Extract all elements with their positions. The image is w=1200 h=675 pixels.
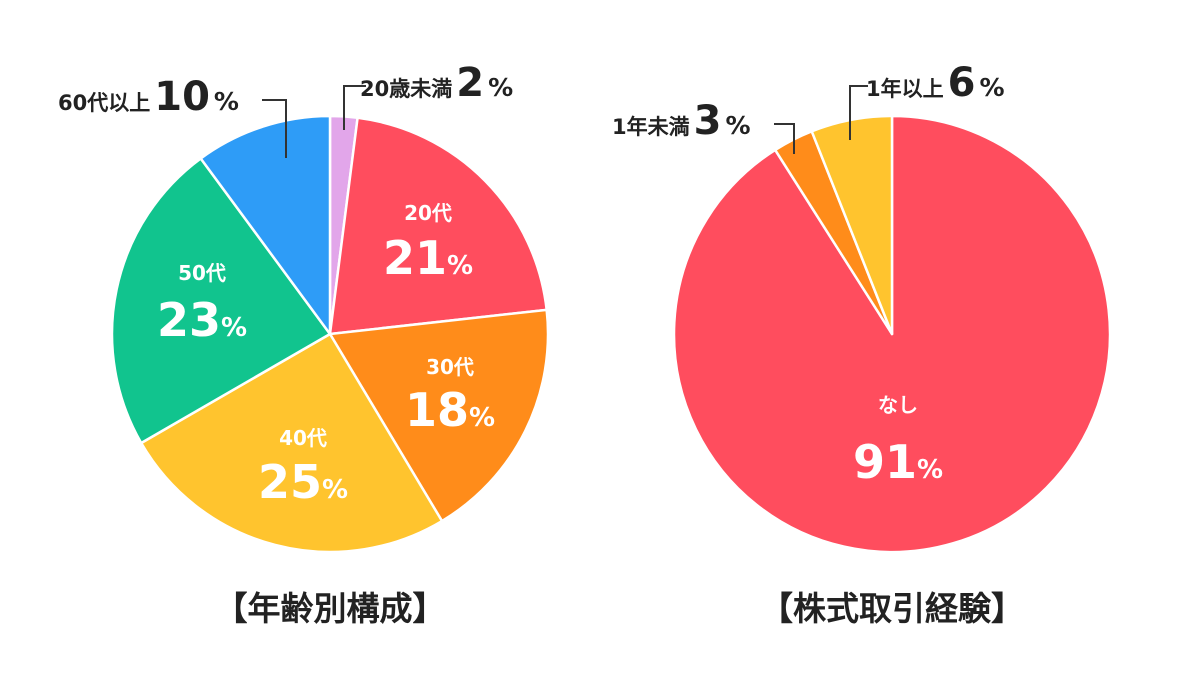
slice-category-label: 30代: [426, 355, 474, 379]
trading-experience-title: 【株式取引経験】: [760, 589, 1024, 628]
age-composition-pie: [110, 114, 550, 554]
leader-line: [849, 85, 868, 140]
slice-callout-label: 60代以上 10%: [58, 74, 239, 120]
leader-line: [774, 123, 795, 154]
slice-callout-label: 1年未満 3%: [612, 98, 751, 144]
slice-value-label: 18%: [405, 383, 495, 437]
pie-slice: [110, 157, 332, 445]
slice-category-label: なし: [878, 393, 918, 417]
pie-slice: [810, 114, 894, 336]
pie-slice: [328, 116, 548, 336]
slice-value-label: 91%: [853, 435, 943, 489]
slice-labels: 20代 21% 30代 18% 40代 25% 50代 23% 20歳未満 2 % 60代以上 10 % な…: [58, 60, 1005, 509]
slice-category-label: 40代: [279, 426, 327, 450]
slice-value-label: 25%: [258, 455, 348, 509]
leader-line: [343, 85, 366, 130]
slice-value-label: 21%: [383, 231, 473, 285]
leader-line: [262, 99, 287, 158]
age-composition-title: 【年齢別構成】: [215, 589, 446, 628]
slice-value-label: 23%: [157, 293, 247, 347]
pie-slice: [328, 308, 550, 523]
slice-category-label: 20代: [404, 201, 452, 225]
pie-slice: [139, 332, 444, 554]
slice-callout-label: 1年以上 6%: [866, 60, 1005, 106]
slice-callout-label: 20歳未満 2%: [360, 60, 513, 106]
leader-lines: [262, 85, 868, 158]
pie-slice: [199, 114, 332, 336]
slice-category-label: 50代: [178, 261, 226, 285]
